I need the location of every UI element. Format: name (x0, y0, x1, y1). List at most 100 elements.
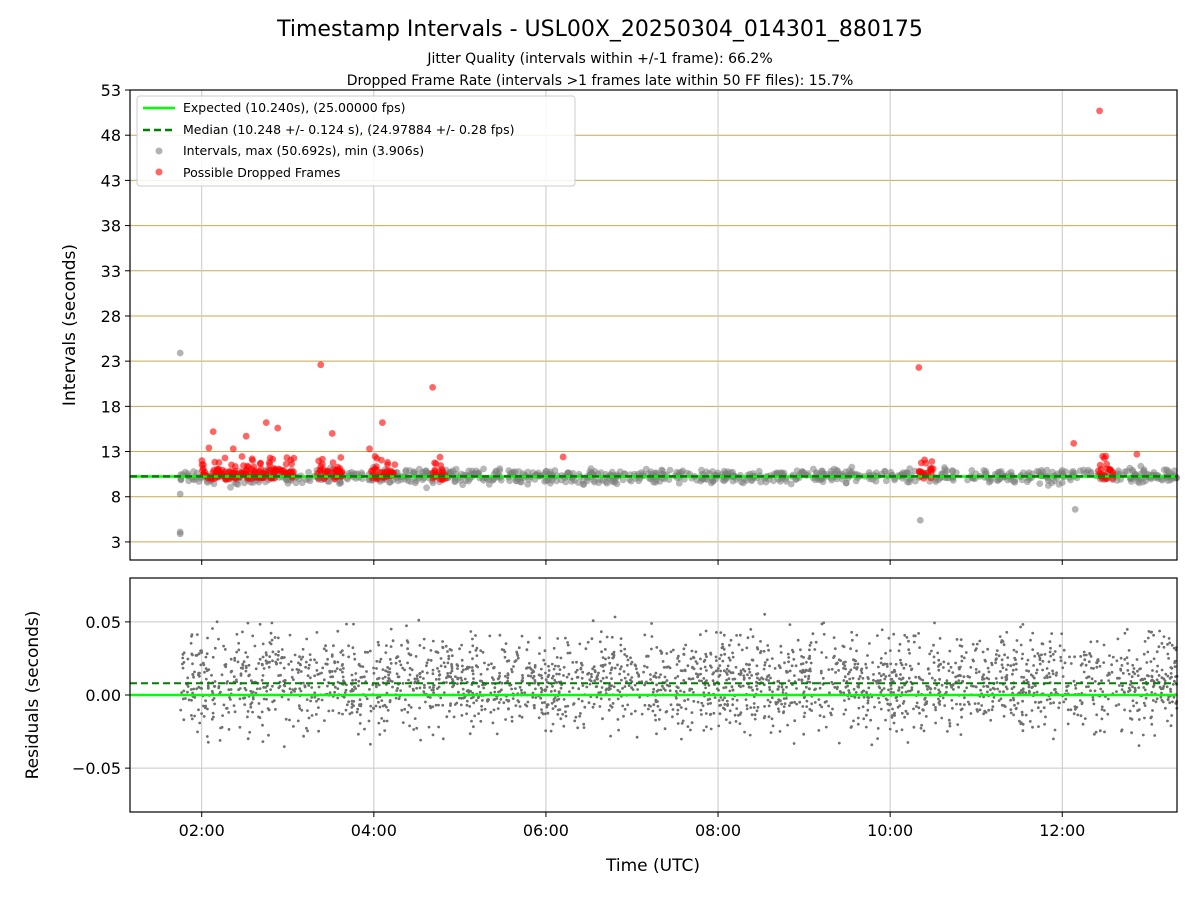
residual-point (897, 649, 901, 653)
residual-point (696, 700, 700, 704)
residual-point (1132, 667, 1136, 670)
residual-point (1155, 670, 1159, 673)
residual-point (875, 681, 879, 685)
residual-point (518, 714, 521, 718)
interval-point (1076, 467, 1084, 475)
residual-point (898, 704, 902, 708)
residual-point (699, 633, 702, 637)
residual-point (661, 684, 664, 688)
dropped-frame-outlier-point (229, 445, 237, 453)
residual-point (395, 672, 399, 676)
residual-point (825, 700, 828, 703)
residual-point (604, 657, 607, 661)
residual-point (1024, 713, 1028, 717)
residual-point (799, 648, 802, 652)
residual-point (782, 710, 786, 714)
residual-point (748, 663, 751, 666)
interval-point (305, 468, 312, 476)
residual-point (258, 657, 262, 661)
residual-point (520, 634, 524, 638)
residual-point (852, 658, 855, 662)
residual-point (768, 688, 772, 692)
residual-point (277, 674, 280, 677)
residual-point (785, 685, 788, 689)
residual-point (357, 732, 360, 736)
residual-point (684, 707, 688, 711)
residual-point (397, 697, 401, 701)
residual-point (288, 687, 292, 691)
residual-point (779, 699, 782, 703)
residual-point (387, 678, 391, 681)
residual-point (867, 686, 871, 690)
residual-point (681, 669, 684, 673)
residual-point (1005, 677, 1009, 681)
residual-point (283, 684, 287, 688)
residual-point (702, 691, 706, 694)
residual-point (546, 703, 549, 706)
residual-point (243, 686, 247, 690)
residual-point (534, 687, 537, 691)
residual-point (643, 664, 646, 668)
residual-point (951, 671, 955, 674)
residual-point (752, 706, 756, 709)
residual-point (805, 660, 808, 664)
residual-point (807, 669, 810, 672)
residual-point (801, 668, 805, 672)
residual-point (377, 643, 381, 647)
interval-point (595, 479, 603, 487)
residual-point (1101, 690, 1105, 694)
interval-outlier-point (176, 349, 184, 357)
residual-point (1149, 716, 1153, 720)
dropped-frame-point (436, 453, 444, 461)
residual-point (1002, 643, 1006, 647)
residual-point (776, 680, 780, 683)
residual-point (375, 667, 378, 670)
residual-point (526, 674, 530, 678)
residual-point (749, 628, 753, 631)
residual-point (1035, 690, 1039, 694)
residual-point (468, 705, 472, 708)
residual-point (1145, 674, 1149, 677)
residual-point (985, 676, 989, 680)
residual-point (912, 640, 916, 644)
residual-point (1009, 708, 1013, 711)
residual-point (446, 650, 449, 653)
residual-point (269, 642, 273, 646)
residual-point (1103, 709, 1106, 712)
residual-point (1127, 649, 1131, 652)
residual-point (923, 696, 927, 700)
residual-point (246, 710, 250, 713)
residual-point (787, 679, 791, 683)
residual-point (1009, 711, 1013, 715)
residual-point (1116, 637, 1120, 641)
residual-point (313, 658, 316, 662)
residual-point (330, 670, 334, 673)
residual-point (1033, 654, 1037, 658)
residual-point (943, 704, 947, 707)
intervals-y-tick-label: 3 (111, 533, 121, 552)
residual-point (1038, 658, 1042, 662)
residual-point (1123, 708, 1126, 712)
residual-point (616, 718, 620, 721)
residual-point (395, 689, 399, 692)
residual-point (500, 681, 504, 685)
intervals-y-tick-label: 13 (101, 443, 121, 462)
residual-point (1102, 643, 1106, 647)
residual-point (682, 679, 686, 682)
interval-point (659, 467, 666, 475)
residual-point (532, 674, 536, 678)
residual-point (387, 673, 390, 677)
residual-point (973, 702, 977, 705)
residual-point (607, 708, 611, 712)
residual-point (540, 711, 544, 714)
residual-point (982, 695, 985, 699)
residual-point (920, 723, 923, 727)
residual-point (342, 679, 345, 683)
residual-point (396, 655, 400, 659)
residual-point (721, 698, 725, 702)
residual-point (278, 685, 282, 688)
residual-point (386, 708, 390, 712)
residual-point (959, 733, 963, 736)
residual-point (246, 655, 249, 659)
residual-point (787, 656, 791, 659)
